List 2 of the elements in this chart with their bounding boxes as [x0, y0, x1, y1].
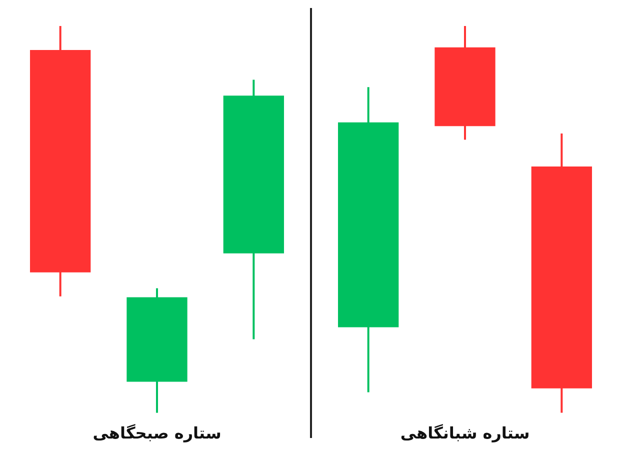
x-axis-title: ستاره صبحگاهی [92, 424, 222, 443]
x-axis-title: ستاره شبانگاهی [400, 424, 530, 443]
